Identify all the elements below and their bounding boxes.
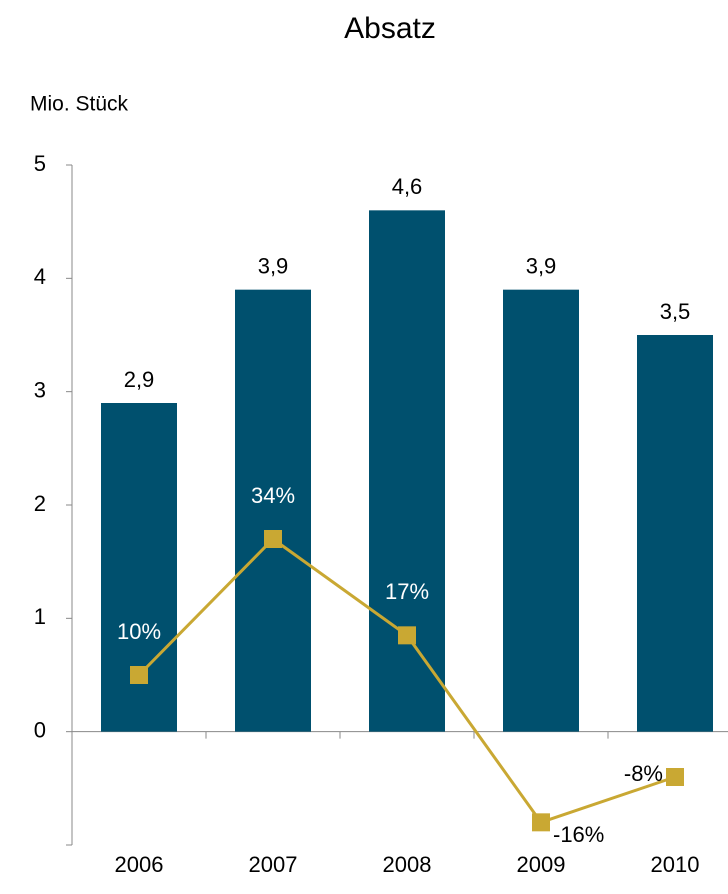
bar [637,335,713,732]
bar-value-label: 2,9 [124,367,155,392]
line-marker [532,813,550,832]
y-tick-label: 3 [34,377,46,402]
y-tick-label: 1 [34,604,46,629]
line-value-label: -8% [624,761,663,786]
line-value-label: 34% [251,483,295,508]
x-tick-label: 2006 [115,852,164,877]
bar [503,289,579,732]
y-tick-label: 0 [34,717,46,742]
x-tick-label: 2009 [517,852,566,877]
line-value-label: 10% [117,619,161,644]
line-value-label: -16% [553,822,604,847]
x-tick-label: 2008 [383,852,432,877]
bar [235,289,311,732]
line-marker [666,768,684,786]
bar-value-label: 3,9 [258,253,289,278]
bar [369,210,445,732]
bar-value-label: 4,6 [392,174,423,199]
line-marker [130,666,148,684]
line-marker [264,530,282,548]
chart-title: Absatz [344,12,436,45]
y-tick-label: 2 [34,491,46,516]
y-tick-label: 4 [34,264,46,289]
bar-value-label: 3,9 [526,253,557,278]
y-tick-label: 5 [34,151,46,176]
line-value-label: 17% [385,579,429,604]
x-tick-label: 2007 [249,852,298,877]
line-marker [398,626,416,645]
bar-value-label: 3,5 [660,299,691,324]
x-tick-label: 2010 [651,852,700,877]
y-axis-label: Mio. Stück [30,93,129,116]
